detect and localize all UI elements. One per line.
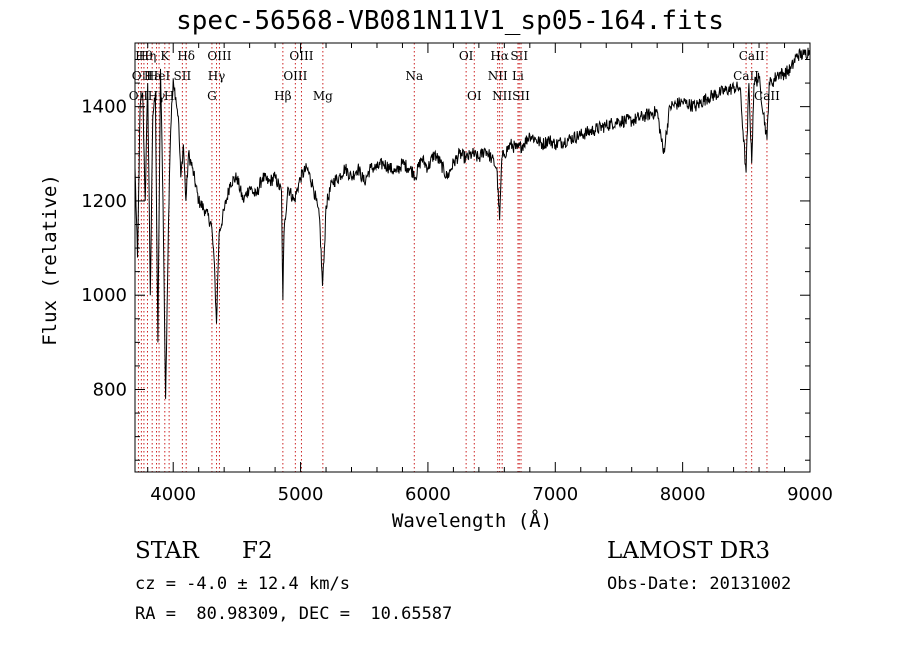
y-axis-label: Flux (relative) (39, 174, 61, 346)
y-tick-label: 1000 (81, 285, 127, 306)
plot-frame (134, 42, 811, 473)
data-release: LAMOST DR3 (607, 538, 771, 564)
spectral-line-label: Hη (139, 49, 157, 63)
object-subclass: F2 (242, 538, 273, 564)
spectral-line-label: Hγ (148, 89, 166, 103)
spectral-line-label: Mg (313, 89, 333, 103)
chart-title: spec-56568-VB081N11V1_sp05-164.fits (176, 6, 724, 36)
x-tick-label: 5000 (278, 484, 324, 505)
spectral-line-label: NII (492, 89, 512, 103)
spectral-line-label: Na (405, 69, 423, 83)
coordinates: RA = 80.98309, DEC = 10.65587 (135, 604, 453, 624)
spectral-line-label: Hγ (208, 69, 226, 83)
spectral-line-label: OIII (207, 49, 231, 63)
spectral-line-label: OI (459, 49, 474, 63)
observation-date: Obs-Date: 20131002 (607, 574, 792, 594)
spectral-line-label: K (160, 49, 170, 63)
redshift-value: cz = -4.0 ± 12.4 km/s (135, 574, 350, 594)
spectral-line-label: OIII (289, 49, 313, 63)
spectral-line-label: Hα (490, 49, 509, 63)
spectral-line-label: CaII (739, 49, 765, 63)
x-tick-label: 6000 (405, 484, 451, 505)
y-tick-label: 1200 (81, 191, 127, 212)
x-tick-label: 9000 (787, 484, 833, 505)
x-tick-label: 7000 (532, 484, 578, 505)
spectral-line-label: CaII (733, 69, 759, 83)
spectral-line-label: G (207, 89, 217, 103)
spectral-line-label: SII (174, 69, 192, 83)
spectral-line-label: HeI (148, 69, 171, 83)
spectral-line-label: OII (132, 69, 152, 83)
spectral-line-label: Li (512, 69, 524, 83)
spectral-line-label: OIII (283, 69, 307, 83)
x-axis-label: Wavelength (Å) (391, 510, 553, 532)
x-tick-label: 8000 (660, 484, 706, 505)
flux-series-line (134, 47, 811, 399)
spectral-line-label: Hδ (177, 49, 195, 63)
spectral-line-label: CaII (754, 89, 780, 103)
spectral-line-label: OI (467, 89, 482, 103)
spectral-line-label: NII (488, 69, 508, 83)
spectral-line-label: H (164, 89, 174, 103)
object-class: STAR (135, 538, 199, 564)
x-tick-label: 4000 (150, 484, 196, 505)
spectral-line-label: SII (510, 49, 528, 63)
y-tick-label: 800 (93, 380, 127, 401)
spectral-line-label: OII (129, 89, 149, 103)
y-tick-label: 1400 (81, 97, 127, 118)
spectral-line-label: Hβ (274, 89, 291, 103)
spectral-line-label: SII (512, 89, 530, 103)
